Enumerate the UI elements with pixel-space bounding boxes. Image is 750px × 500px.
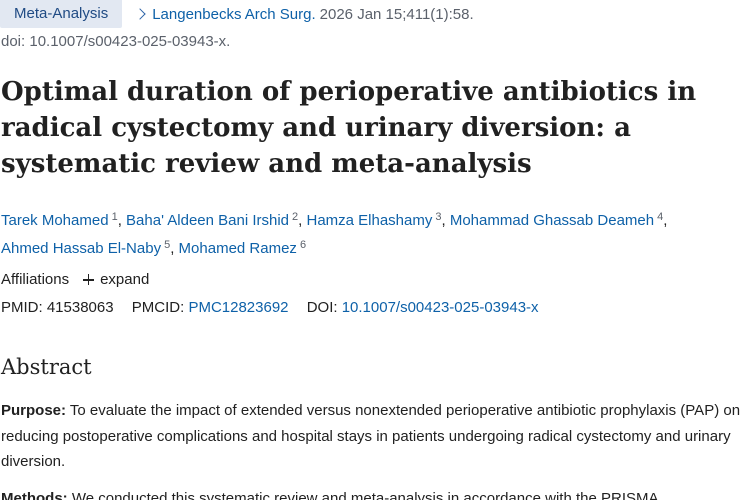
author-link[interactable]: Mohamed Ramez 6 — [178, 239, 307, 257]
author-link[interactable]: Tarek Mohamed 1 — [1, 211, 118, 229]
methods-label: Methods: — [1, 490, 68, 500]
purpose-label: Purpose: — [1, 402, 67, 419]
pmid-value: 41538063 — [46, 299, 114, 316]
purpose-text: To evaluate the impact of extended versu… — [1, 402, 741, 470]
author-link[interactable]: Baha' Aldeen Bani Irshid 2 — [126, 211, 299, 229]
affiliation-number[interactable]: 3 — [435, 211, 442, 223]
article-type-badge: Meta-Analysis — [0, 0, 123, 28]
authors-list: Tarek Mohamed 1, Baha' Aldeen Bani Irshid… — [1, 205, 749, 261]
article-title: Optimal duration of perioperative antibi… — [1, 77, 697, 179]
journal-link[interactable]: Langenbecks Arch Surg. — [152, 5, 316, 23]
affiliations-label: Affiliations — [1, 271, 70, 288]
affiliation-number[interactable]: 5 — [164, 239, 171, 251]
affiliation-number[interactable]: 2 — [292, 211, 299, 223]
plus-icon — [83, 274, 95, 285]
abstract-methods: Methods: We conducted this systematic re… — [1, 486, 750, 500]
pmid-label: PMID: — [1, 299, 43, 316]
affiliation-number[interactable]: 4 — [657, 211, 664, 223]
abstract-heading: Abstract — [1, 355, 92, 379]
doi-link[interactable]: 10.1007/s00423-025-03943-x — [341, 299, 539, 316]
author-separator: , — [441, 212, 446, 229]
doi-label: DOI: — [306, 299, 338, 316]
methods-text: We conducted this systematic review and … — [71, 490, 659, 500]
affiliations-row: Affiliations expand — [1, 271, 149, 288]
citation-row: Meta-Analysis Langenbecks Arch Surg. 202… — [0, 0, 474, 28]
chevron-right-icon[interactable] — [134, 8, 146, 20]
affiliation-number[interactable]: 1 — [111, 211, 118, 223]
pmcid-link[interactable]: PMC12823692 — [188, 299, 289, 316]
expand-affiliations-button[interactable]: expand — [83, 271, 149, 288]
author-link[interactable]: Ahmed Hassab El-Naby 5 — [1, 239, 171, 257]
author-separator: , — [117, 212, 122, 229]
author-link[interactable]: Mohammad Ghassab Deameh 4 — [449, 211, 664, 229]
author-separator: , — [170, 240, 175, 257]
author-separator: , — [663, 212, 668, 229]
identifiers-row: PMID: 41538063 PMCID: PMC12823692 DOI: 1… — [1, 299, 539, 316]
expand-label: expand — [100, 271, 150, 288]
pmcid-label: PMCID: — [131, 299, 185, 316]
citation-doi: doi: 10.1007/s00423-025-03943-x. — [1, 33, 231, 50]
abstract-purpose: Purpose: To evaluate the impact of exten… — [1, 398, 749, 475]
citation-details: 2026 Jan 15;411(1):58. — [319, 5, 474, 23]
author-link[interactable]: Hamza Elhashamy 3 — [306, 211, 442, 229]
affiliation-number[interactable]: 6 — [299, 239, 307, 251]
author-separator: , — [298, 212, 303, 229]
